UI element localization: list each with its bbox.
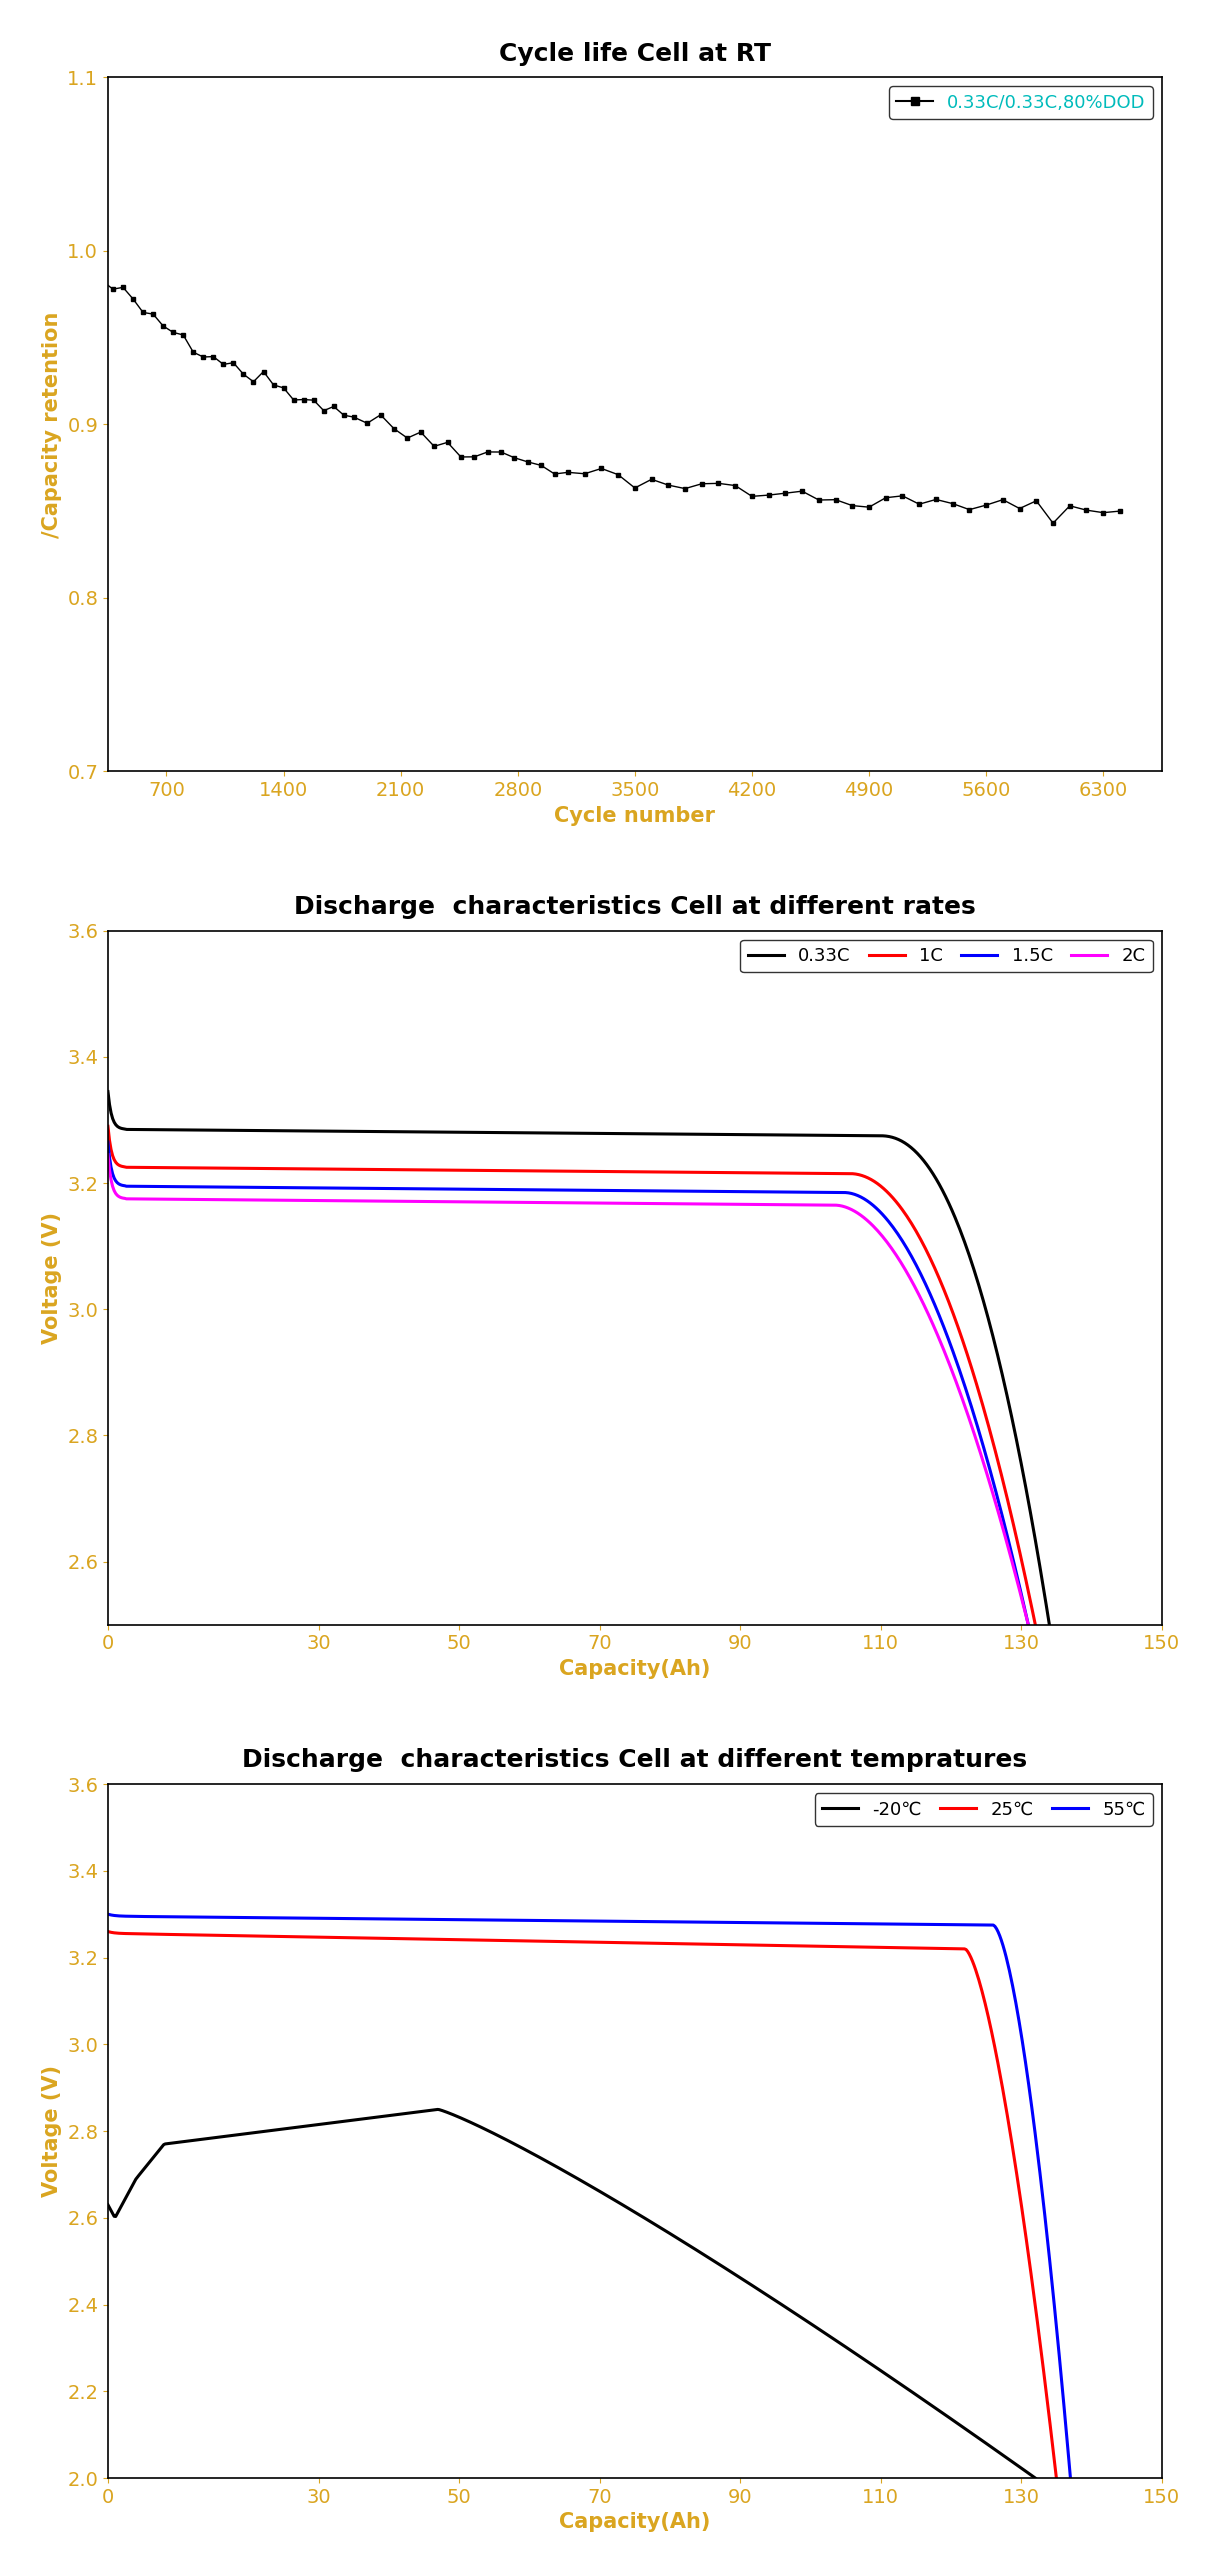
0.33C bbox=[527, 1117, 541, 1148]
Legend: 0.33C, 1C, 1.5C, 2C: 0.33C, 1C, 1.5C, 2C bbox=[741, 940, 1152, 973]
1.5C bbox=[264, 1171, 279, 1202]
Line: 1.5C: 1.5C bbox=[108, 1143, 1028, 1624]
Y-axis label: /Capacity retention: /Capacity retention bbox=[42, 311, 61, 538]
1.5C bbox=[793, 1176, 808, 1207]
-20℃ bbox=[338, 2106, 353, 2136]
X-axis label: Cycle number: Cycle number bbox=[555, 806, 715, 826]
2C bbox=[264, 1184, 279, 1215]
25℃ bbox=[529, 1925, 544, 1956]
0.33C bbox=[809, 1120, 824, 1151]
25℃ bbox=[734, 1930, 749, 1961]
0.33C bbox=[342, 1117, 357, 1148]
1.5C bbox=[337, 1174, 352, 1205]
55℃ bbox=[1063, 2463, 1078, 2494]
1C bbox=[799, 1158, 814, 1189]
25℃ bbox=[660, 1928, 675, 1959]
Line: -20℃: -20℃ bbox=[108, 2111, 1035, 2479]
25℃ bbox=[1048, 2463, 1063, 2494]
2C bbox=[517, 1187, 532, 1218]
1C bbox=[338, 1153, 353, 1184]
Legend: 0.33C/0.33C,80%DOD: 0.33C/0.33C,80%DOD bbox=[890, 88, 1152, 118]
1C bbox=[265, 1153, 280, 1184]
X-axis label: Capacity(Ah): Capacity(Ah) bbox=[560, 2512, 710, 2533]
2C bbox=[337, 1187, 352, 1218]
Title: Cycle life Cell at RT: Cycle life Cell at RT bbox=[499, 41, 771, 67]
-20℃ bbox=[649, 2208, 664, 2239]
-20℃ bbox=[800, 2306, 815, 2337]
55℃ bbox=[668, 1907, 683, 1938]
0.33C bbox=[268, 1115, 282, 1145]
55℃ bbox=[536, 1905, 551, 1936]
2C bbox=[1020, 1609, 1035, 1640]
-20℃ bbox=[100, 2190, 115, 2221]
Line: 2C: 2C bbox=[108, 1156, 1028, 1624]
Y-axis label: Voltage (V): Voltage (V) bbox=[42, 1212, 61, 1344]
1C bbox=[521, 1156, 535, 1187]
0.33C bbox=[655, 1120, 670, 1151]
1C bbox=[720, 1158, 734, 1189]
Line: 0.33C: 0.33C bbox=[108, 1091, 1050, 1624]
0.33C bbox=[730, 1120, 744, 1151]
Line: 25℃: 25℃ bbox=[108, 1930, 1056, 2479]
1.5C bbox=[517, 1174, 532, 1205]
-20℃ bbox=[522, 2136, 536, 2167]
55℃ bbox=[100, 1900, 115, 1930]
1.5C bbox=[643, 1176, 657, 1207]
-20℃ bbox=[430, 2095, 445, 2126]
Line: 55℃: 55℃ bbox=[108, 1915, 1070, 2479]
1C bbox=[1028, 1609, 1042, 1640]
25℃ bbox=[269, 1920, 284, 1951]
55℃ bbox=[348, 1902, 363, 1933]
X-axis label: Capacity(Ah): Capacity(Ah) bbox=[560, 1660, 710, 1678]
-20℃ bbox=[265, 2116, 280, 2147]
0.33C bbox=[100, 1076, 115, 1107]
55℃ bbox=[743, 1907, 758, 1938]
Title: Discharge  characteristics Cell at different rates: Discharge characteristics Cell at differ… bbox=[295, 896, 975, 919]
Title: Discharge  characteristics Cell at different tempratures: Discharge characteristics Cell at differ… bbox=[242, 1748, 1028, 1773]
2C bbox=[100, 1140, 115, 1171]
25℃ bbox=[345, 1923, 359, 1954]
55℃ bbox=[825, 1907, 840, 1938]
Y-axis label: Voltage (V): Voltage (V) bbox=[42, 2064, 61, 2198]
1C bbox=[100, 1112, 115, 1143]
Line: 1C: 1C bbox=[108, 1127, 1035, 1624]
1.5C bbox=[100, 1127, 115, 1158]
-20℃ bbox=[1028, 2463, 1042, 2494]
25℃ bbox=[100, 1915, 115, 1946]
0.33C bbox=[1042, 1609, 1057, 1640]
25℃ bbox=[815, 1930, 830, 1961]
2C bbox=[715, 1189, 730, 1220]
Legend: -20℃, 25℃, 55℃: -20℃, 25℃, 55℃ bbox=[815, 1794, 1152, 1825]
55℃ bbox=[271, 1902, 286, 1933]
-20℃ bbox=[721, 2255, 736, 2286]
2C bbox=[793, 1189, 808, 1220]
1.5C bbox=[1020, 1609, 1035, 1640]
1C bbox=[648, 1156, 662, 1187]
2C bbox=[643, 1189, 657, 1220]
1.5C bbox=[715, 1176, 730, 1207]
